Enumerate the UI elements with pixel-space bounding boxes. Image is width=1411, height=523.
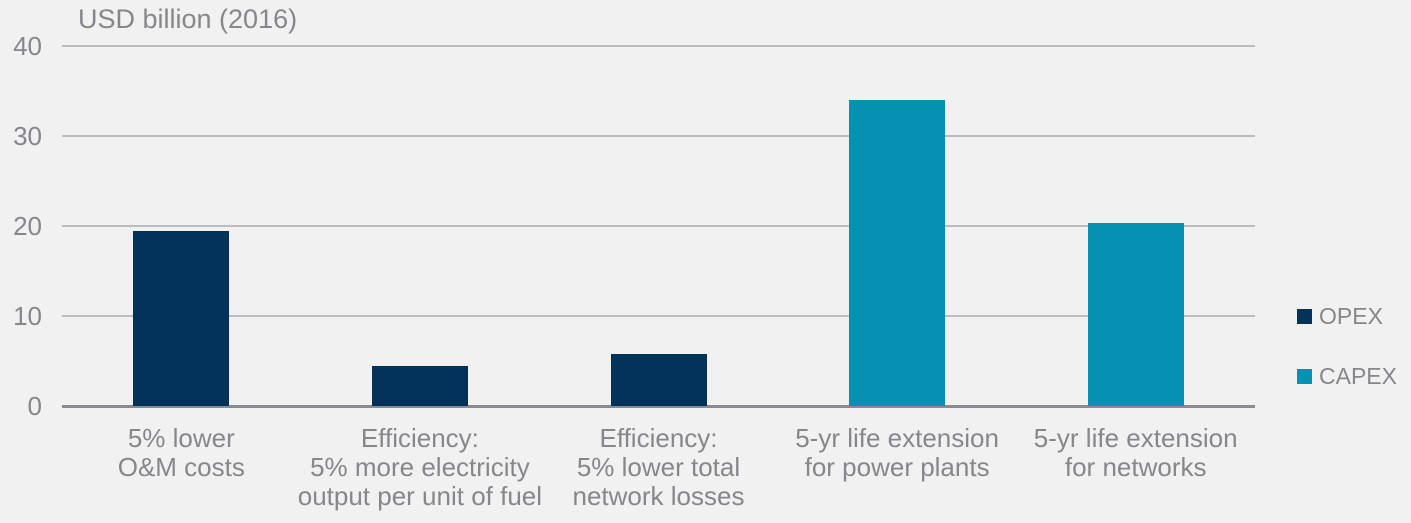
category-label-4: 5-yr life extension for networks — [1033, 423, 1238, 482]
category-label-1: Efficiency: 5% more electricity output p… — [297, 423, 543, 511]
x-axis-line — [62, 405, 1255, 408]
bar-opex-0 — [133, 230, 230, 406]
category-label-0: 5% lower O&M costs — [117, 423, 245, 482]
bar-capex-3 — [849, 100, 946, 406]
bar-opex-1 — [371, 365, 468, 406]
gridline-40 — [62, 45, 1255, 47]
legend-swatch-capex-icon — [1297, 369, 1312, 384]
y-tick-label-20: 20 — [13, 211, 42, 241]
y-tick-label-40: 40 — [13, 31, 42, 61]
chart-title: USD billion (2016) — [78, 4, 298, 34]
gridline-10 — [62, 315, 1255, 317]
legend-item-opex: OPEX — [1297, 303, 1397, 330]
legend-swatch-opex-icon — [1297, 309, 1312, 324]
legend: OPEX CAPEX — [1297, 303, 1397, 423]
legend-label-capex: CAPEX — [1319, 363, 1397, 389]
legend-label-opex: OPEX — [1319, 303, 1383, 329]
gridline-30 — [62, 135, 1255, 137]
category-label-3: 5-yr life extension for power plants — [795, 423, 999, 482]
bar-capex-4 — [1087, 223, 1184, 406]
bar-opex-2 — [610, 353, 707, 406]
y-tick-label-30: 30 — [13, 121, 42, 151]
y-tick-label-10: 10 — [13, 301, 42, 331]
y-tick-label-0: 0 — [27, 391, 42, 421]
category-label-2: Efficiency: 5% lower total network losse… — [572, 423, 745, 511]
gridline-20 — [62, 225, 1255, 227]
legend-item-capex: CAPEX — [1297, 363, 1397, 390]
